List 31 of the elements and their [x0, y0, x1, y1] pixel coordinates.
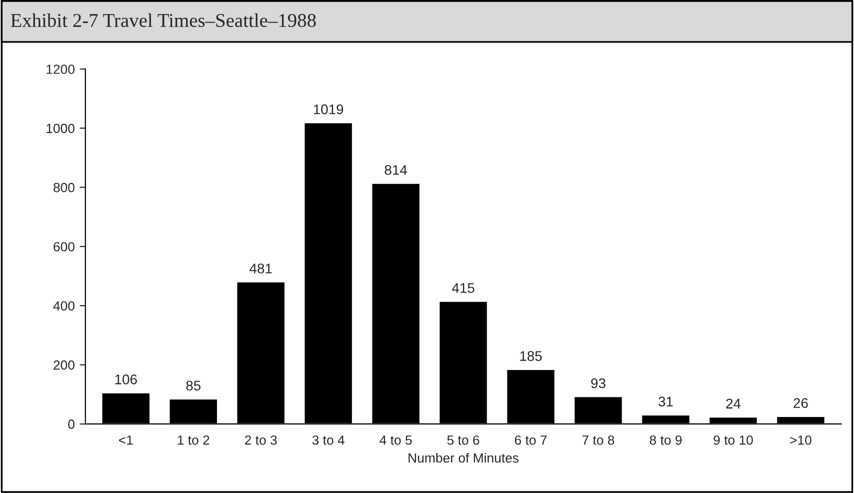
- x-tick-label: 5 to 6: [447, 435, 480, 445]
- x-tick-label: 6 to 7: [514, 435, 547, 445]
- y-tick-label: 600: [54, 242, 74, 252]
- x-tick-label: >10: [790, 435, 812, 445]
- data-label: 93: [591, 378, 606, 388]
- data-label: 1019: [314, 104, 344, 114]
- data-label: 24: [726, 398, 741, 408]
- x-tick-label: <1: [119, 436, 133, 445]
- x-tick-label: 7 to 8: [582, 435, 614, 445]
- x-tick-label: 4 to 5: [380, 436, 412, 445]
- y-tick-label: 1200: [46, 64, 74, 74]
- data-label: 481: [250, 264, 272, 274]
- y-tick-label: 0: [68, 420, 74, 429]
- chart-title: Exhibit 2-7 Travel Times–Seattle–1988: [10, 13, 316, 28]
- y-tick-label: 800: [54, 182, 74, 192]
- x-tick-label: 3 to 4: [312, 435, 344, 445]
- data-label: 814: [384, 165, 407, 175]
- data-label: 31: [658, 396, 673, 407]
- x-tick-label: 2 to 3: [245, 435, 277, 445]
- x-tick-label: 1 to 2: [178, 435, 210, 445]
- y-tick-label: 1000: [46, 124, 74, 134]
- data-label: 185: [520, 351, 542, 361]
- y-tick-label: 400: [53, 301, 74, 311]
- y-tick-label: 200: [54, 360, 74, 370]
- x-tick-label: 8 to 9: [650, 435, 682, 445]
- data-label: 106: [115, 374, 137, 384]
- x-tick-label: 9 to 10: [714, 435, 753, 445]
- x-axis-title: Number of Minutes: [408, 452, 519, 463]
- data-label: 85: [186, 380, 201, 391]
- data-label: 415: [452, 283, 474, 293]
- data-label: 26: [794, 398, 808, 408]
